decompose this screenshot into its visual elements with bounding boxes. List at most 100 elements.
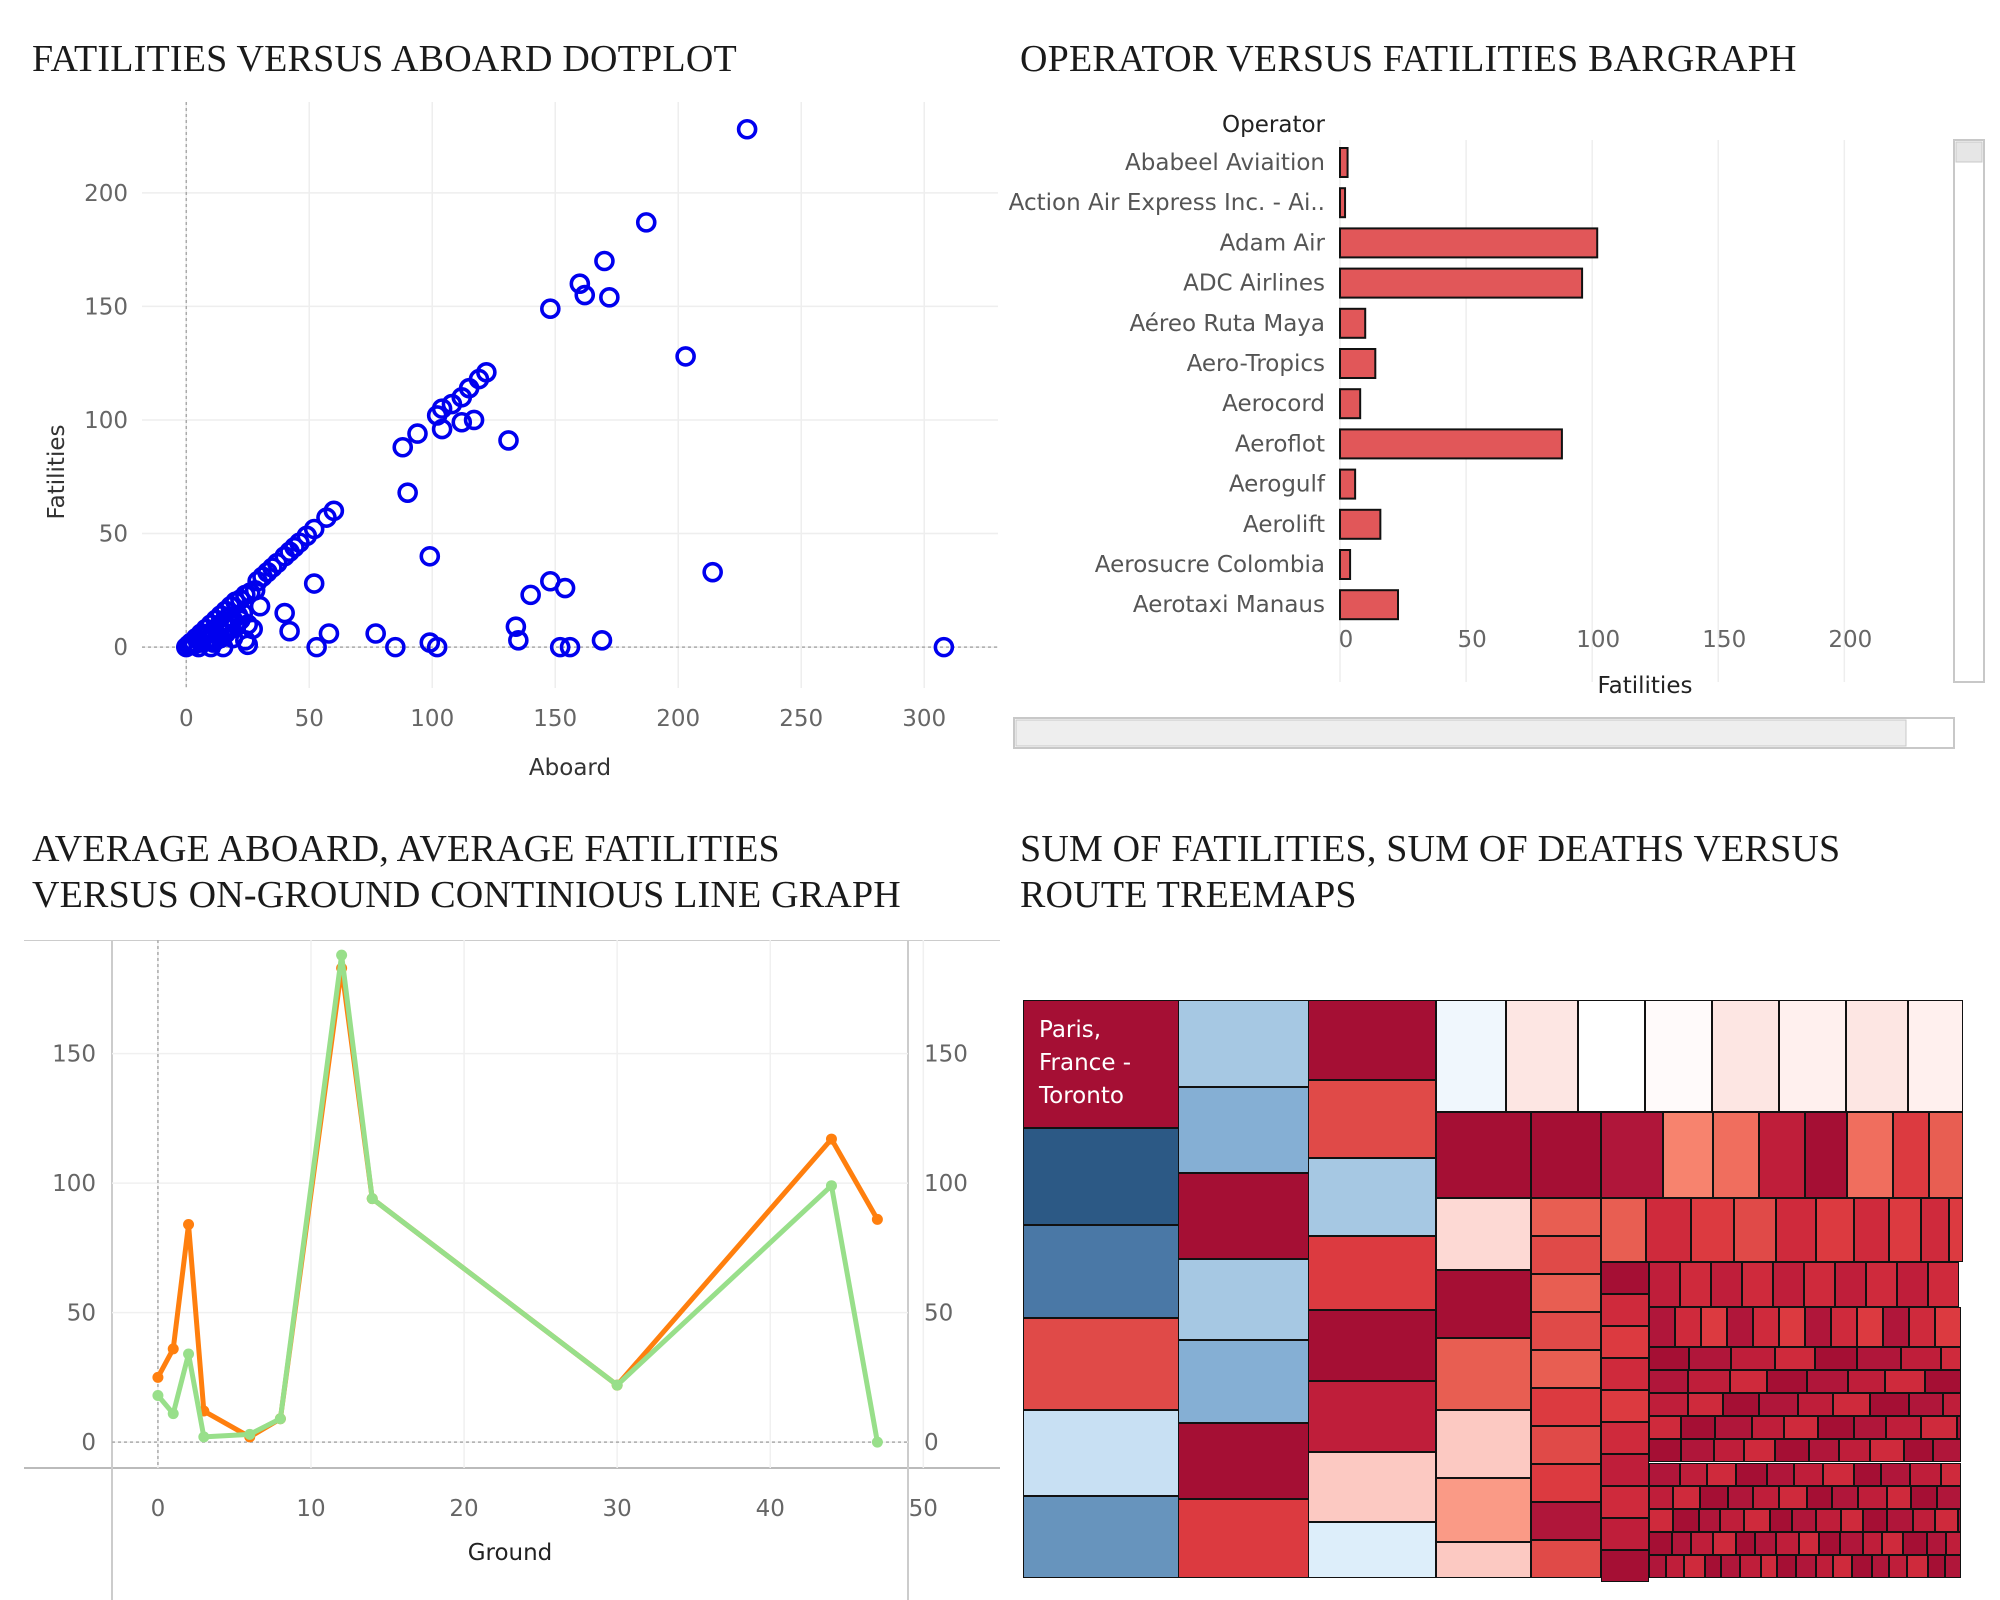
scatter-x-axis-label: Aboard: [529, 755, 611, 781]
treemap-tile: [1178, 1173, 1309, 1259]
treemap-tile: [1649, 1531, 1673, 1555]
treemap-tile: [1770, 1508, 1792, 1532]
bar-vertical-scroll-thumb[interactable]: [1955, 141, 1983, 163]
scatter-point: [933, 636, 955, 658]
bar-mark: [1339, 589, 1399, 621]
treemap-tile: [1649, 1462, 1680, 1486]
line-point-fatalities: [274, 1413, 286, 1425]
treemap-tile: [1779, 1000, 1846, 1112]
scatter-y-tick-label: 0: [113, 635, 128, 661]
treemap-tile: [1841, 1508, 1864, 1532]
treemap-tile: [1866, 1262, 1897, 1307]
treemap-tile: [1531, 1426, 1601, 1464]
treemap-tile: [1941, 1347, 1961, 1371]
treemap-tile: [1308, 1080, 1436, 1158]
bar-vertical-scrollbar[interactable]: [1953, 139, 1985, 683]
treemap-tile: [1689, 1347, 1731, 1371]
treemap-tile: [1779, 1307, 1805, 1347]
treemap-tile: [1753, 1307, 1779, 1347]
treemap-tile: [1436, 1112, 1531, 1198]
treemap-tile: [1795, 1554, 1817, 1578]
treemap-tile: [1887, 1508, 1913, 1532]
scatter-point: [385, 636, 406, 658]
treemap-tile: [1601, 1326, 1649, 1358]
treemap-tile: [1531, 1274, 1601, 1312]
bar-x-axis-label: Fatilities: [1598, 673, 1693, 699]
treemap-tile: [1872, 1554, 1889, 1578]
treemap-tile: [1578, 1000, 1645, 1112]
line-y-tick-label-right: 50: [924, 1301, 953, 1327]
bar-category-label: Action Air Express Inc. - Ai..: [1009, 190, 1325, 216]
treemap-tile: [1833, 1393, 1870, 1417]
treemap-tile: [1436, 1000, 1506, 1112]
treemap-tile: [1809, 1439, 1839, 1463]
treemap-tile: [1308, 1310, 1436, 1381]
treemap-tile: [1707, 1462, 1736, 1486]
treemap-tile: [1663, 1112, 1713, 1198]
bar-category-label: Aéreo Ruta Maya: [1129, 311, 1325, 337]
bar-mark: [1339, 267, 1584, 299]
line-y-tick-label-left: 50: [67, 1301, 96, 1327]
scatter-chart: 0 50 100 150 200 250 300 0 50 100 150 200 Aboard Fa…: [44, 102, 998, 781]
treemap-tile: [1863, 1531, 1883, 1555]
treemap-tile: [1911, 1485, 1938, 1509]
scatter-point: [365, 623, 386, 644]
line-x-tick-label: 0: [151, 1496, 166, 1522]
treemap-tile: [1775, 1347, 1815, 1371]
treemap-tile: [1799, 1531, 1819, 1555]
treemap-tile: [1816, 1198, 1854, 1262]
treemap-tile: [1731, 1347, 1775, 1371]
treemap-tile: [1933, 1439, 1961, 1463]
bar-mark: [1339, 227, 1599, 259]
bar-tick-labels: 0 50 100 150 200: [1339, 627, 1873, 653]
treemap-tile: [1775, 1439, 1809, 1463]
treemap-tile: [1649, 1439, 1681, 1463]
treemap-tile: [1601, 1550, 1649, 1582]
scatter-point: [431, 418, 453, 440]
treemap-tile: [1681, 1416, 1716, 1440]
treemap-tile: [1649, 1370, 1689, 1394]
treemap-tile: [1886, 1485, 1911, 1509]
treemap-tile: [1531, 1540, 1601, 1578]
line-point-fatalities: [198, 1431, 210, 1443]
treemap-tile: [1698, 1508, 1721, 1532]
scatter-y-axis-label: Fatilities: [44, 425, 70, 520]
treemap-tile: [1649, 1508, 1673, 1532]
treemap-tile: [1847, 1112, 1893, 1198]
treemap-tile: [1531, 1388, 1601, 1426]
treemap-tile: [1680, 1262, 1711, 1307]
treemap-tile: [1742, 1262, 1773, 1307]
scatter-x-tick-label: 100: [410, 706, 454, 732]
bar-horizontal-scroll-thumb[interactable]: [1015, 719, 1907, 747]
treemap-tile: [1714, 1439, 1744, 1463]
treemap-tile: [1023, 1128, 1179, 1225]
treemap-tile: [1704, 1554, 1722, 1578]
scatter-x-tick-label: 0: [179, 706, 194, 732]
bar-x-tick-label: 0: [1339, 627, 1354, 653]
treemap-tile: [1854, 1198, 1889, 1262]
line-gridlines: [112, 940, 925, 1468]
treemap-tile: [1777, 1554, 1796, 1578]
treemap-tile: [1815, 1347, 1857, 1371]
treemap-tile: [1308, 1452, 1436, 1522]
scatter-point: [279, 620, 300, 642]
treemap-tile: [1691, 1198, 1734, 1262]
treemap-tile: [1794, 1462, 1823, 1486]
line-series-fatalities: [156, 952, 880, 1443]
treemap-tile: [1531, 1464, 1601, 1502]
treemap-tile: [1023, 1000, 1179, 1128]
line-x-tick-label: 30: [603, 1496, 632, 1522]
treemap-tile: [1921, 1198, 1949, 1262]
treemap-tile: [1727, 1307, 1753, 1347]
scatter-point: [303, 573, 325, 594]
treemap-tile: [1531, 1236, 1601, 1274]
bar-mark: [1339, 307, 1367, 339]
treemap-tile: [1646, 1198, 1691, 1262]
scatter-point: [318, 623, 340, 644]
treemap-tile: [1883, 1307, 1909, 1347]
treemap-tile: [1734, 1198, 1776, 1262]
bar-mark: [1339, 428, 1563, 460]
bar-category-label: Aerosucre Colombia: [1095, 552, 1325, 578]
treemap-tile: [1744, 1508, 1770, 1532]
scatter-point: [574, 284, 596, 306]
